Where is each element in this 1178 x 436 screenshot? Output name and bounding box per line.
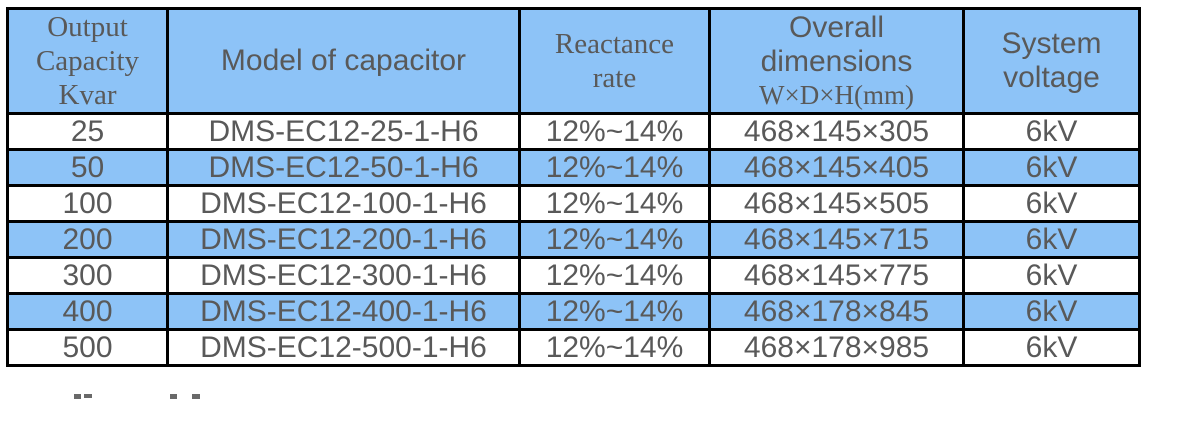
header-line: Model of capacitor (220, 44, 467, 77)
table-row: 200 DMS-EC12-200-1-H6 12%~14% 468×145×715 6k… (6, 220, 1141, 259)
cell-reactance: 12%~14% (518, 328, 711, 367)
cell-model: DMS-EC12-400-1-H6 (166, 292, 521, 331)
header-dimensions-unit: W×D×H(mm) (759, 80, 914, 110)
cell-reactance: 12%~14% (518, 112, 711, 151)
cell-capacity: 300 (6, 256, 169, 295)
table-body: 25 DMS-EC12-25-1-H6 12%~14% 468×145×305 6kV 5… (6, 112, 1141, 367)
table-row: 100 DMS-EC12-100-1-H6 12%~14% 468×145×505 6k… (6, 184, 1141, 223)
cell-capacity: 50 (6, 148, 169, 187)
cell-voltage: 6kV (962, 148, 1141, 187)
header-line: System (1001, 27, 1102, 60)
clipped-letter-top (170, 394, 177, 399)
cell-dimensions: 468×178×985 (708, 328, 965, 367)
cell-capacity: 100 (6, 184, 169, 223)
cell-reactance: 12%~14% (518, 292, 711, 331)
header-output-capacity: Output Capacity Kvar (6, 7, 169, 115)
cell-reactance: 12%~14% (518, 148, 711, 187)
header-line: Kvar (58, 79, 117, 111)
cell-dimensions: 468×145×505 (708, 184, 965, 223)
cell-model: DMS-EC12-200-1-H6 (166, 220, 521, 259)
cell-capacity: 500 (6, 328, 169, 367)
clipped-letter-top (84, 394, 92, 398)
header-line: Reactance (554, 28, 675, 60)
header-system-voltage: System voltage (962, 7, 1141, 115)
table-row: 500 DMS-EC12-500-1-H6 12%~14% 468×178×985 6k… (6, 328, 1141, 367)
cell-voltage: 6kV (962, 184, 1141, 223)
cell-dimensions: 468×145×405 (708, 148, 965, 187)
capacitor-spec-table: Output Capacity Kvar Model of capacitor … (6, 7, 1141, 367)
cell-voltage: 6kV (962, 328, 1141, 367)
cell-model: DMS-EC12-25-1-H6 (166, 112, 521, 151)
header-overall-dimensions: Overall dimensions W×D×H(mm) (708, 7, 965, 115)
header-model: Model of capacitor (166, 7, 521, 115)
header-line: rate (592, 62, 637, 94)
table-row: 400 DMS-EC12-400-1-H6 12%~14% 468×178×845 6k… (6, 292, 1141, 331)
header-line: dimensions (760, 45, 913, 78)
cell-model: DMS-EC12-300-1-H6 (166, 256, 521, 295)
table-row: 300 DMS-EC12-300-1-H6 12%~14% 468×145×775 6k… (6, 256, 1141, 295)
cell-dimensions: 468×145×775 (708, 256, 965, 295)
header-line: Capacity (35, 45, 140, 77)
header-row: Output Capacity Kvar Model of capacitor … (6, 7, 1141, 115)
table-row: 50 DMS-EC12-50-1-H6 12%~14% 468×145×405 6kV (6, 148, 1141, 187)
cell-capacity: 25 (6, 112, 169, 151)
header-line: Output (47, 11, 128, 44)
cell-voltage: 6kV (962, 292, 1141, 331)
clipped-letter-top (74, 394, 81, 399)
cell-reactance: 12%~14% (518, 256, 711, 295)
cell-voltage: 6kV (962, 220, 1141, 259)
clipped-letter-top (192, 394, 200, 399)
table-row: 25 DMS-EC12-25-1-H6 12%~14% 468×145×305 6kV (6, 112, 1141, 151)
cell-dimensions: 468×145×715 (708, 220, 965, 259)
header-line: voltage (1003, 61, 1100, 94)
cell-voltage: 6kV (962, 256, 1141, 295)
cell-capacity: 400 (6, 292, 169, 331)
header-line: Overall (788, 11, 885, 45)
header-reactance-rate: Reactance rate (518, 7, 711, 115)
cell-capacity: 200 (6, 220, 169, 259)
cell-dimensions: 468×178×845 (708, 292, 965, 331)
clipped-text-fragments (0, 394, 300, 402)
cell-voltage: 6kV (962, 112, 1141, 151)
cell-reactance: 12%~14% (518, 220, 711, 259)
cell-dimensions: 468×145×305 (708, 112, 965, 151)
cell-reactance: 12%~14% (518, 184, 711, 223)
cell-model: DMS-EC12-500-1-H6 (166, 328, 521, 367)
cell-model: DMS-EC12-50-1-H6 (166, 148, 521, 187)
cell-model: DMS-EC12-100-1-H6 (166, 184, 521, 223)
